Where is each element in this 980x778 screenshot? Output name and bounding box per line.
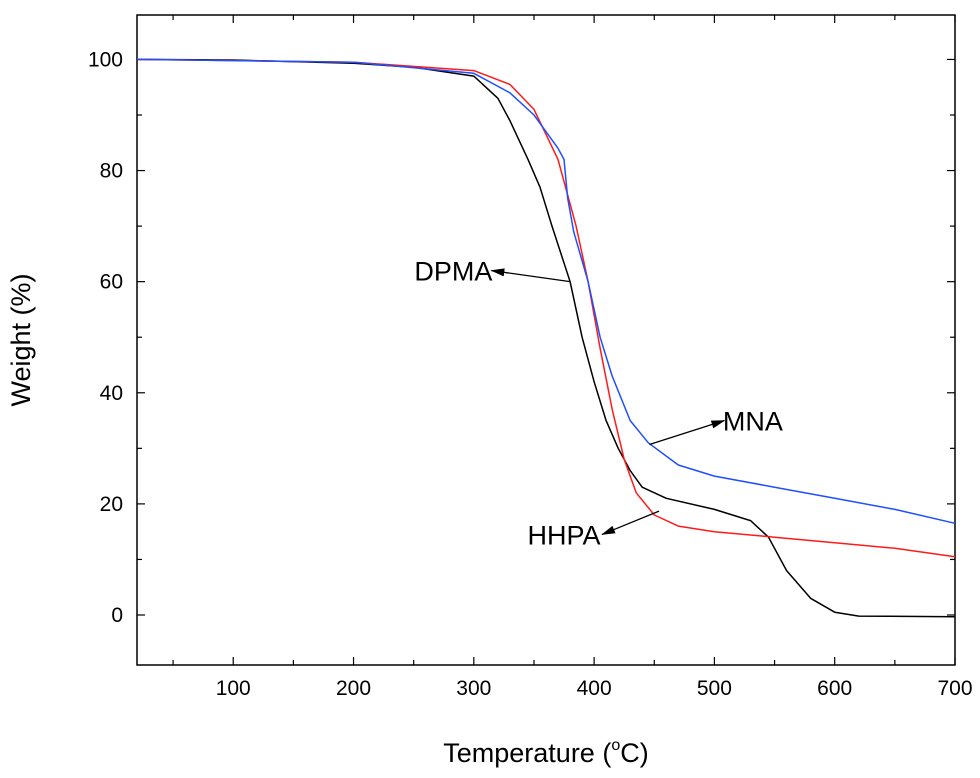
arrow-mna xyxy=(649,419,726,446)
y-axis-label: Weight (%) xyxy=(6,273,36,406)
y-tick-label: 40 xyxy=(100,382,123,405)
x-tick-label: 500 xyxy=(697,677,732,700)
x-tick-label: 200 xyxy=(336,677,371,700)
y-tick-label: 0 xyxy=(111,604,123,627)
label-mna: MNA xyxy=(723,407,783,437)
arrow-dpma xyxy=(490,268,571,283)
x-tick-label: 100 xyxy=(216,677,251,700)
y-tick-label: 80 xyxy=(100,160,123,183)
annotations: DPMA HHPA MNA xyxy=(414,257,783,551)
x-axis-label: Temperature (oC) xyxy=(443,737,648,768)
x-tick-label: 700 xyxy=(937,677,972,700)
y-tick-label: 100 xyxy=(88,48,123,71)
x-tick-label: 600 xyxy=(817,677,852,700)
series-dpma-line xyxy=(136,58,956,618)
curves xyxy=(136,58,956,618)
x-tick-label: 300 xyxy=(456,677,491,700)
x-tick-label: 400 xyxy=(577,677,612,700)
label-hhpa: HHPA xyxy=(528,520,601,550)
arrow-hhpa xyxy=(601,510,660,536)
label-dpma: DPMA xyxy=(414,257,492,287)
y-tick-label: 60 xyxy=(100,271,123,294)
plot-frame xyxy=(136,14,956,666)
series-hhpa-line xyxy=(136,58,956,558)
axes: 100 200 300 400 500 600 700 0 20 40 60 80 100 xyxy=(88,14,973,700)
y-tick-label: 20 xyxy=(100,493,123,516)
series-mna-line xyxy=(136,58,956,525)
